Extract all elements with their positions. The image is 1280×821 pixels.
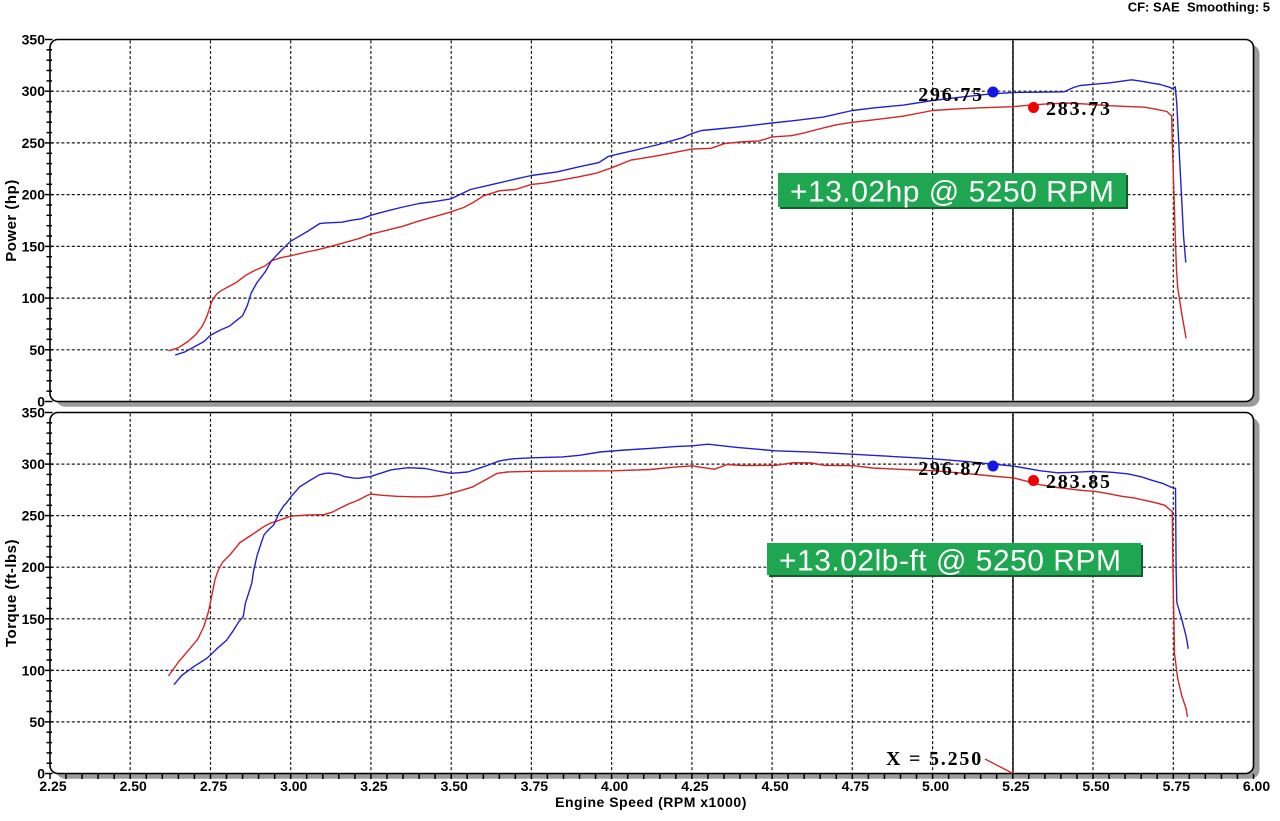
svg-text:283.73: 283.73 xyxy=(1046,98,1112,120)
svg-text:5.75: 5.75 xyxy=(1163,778,1190,794)
svg-text:0: 0 xyxy=(37,394,45,410)
svg-text:250: 250 xyxy=(22,135,46,151)
svg-text:3.75: 3.75 xyxy=(521,778,548,794)
svg-text:CF: SAE Smoothing: 5: CF: SAE Smoothing: 5 xyxy=(1128,0,1270,15)
svg-text:300: 300 xyxy=(22,83,46,99)
svg-text:4.25: 4.25 xyxy=(681,778,708,794)
svg-text:Torque (ft-lbs): Torque (ft-lbs) xyxy=(3,539,20,647)
svg-text:4.75: 4.75 xyxy=(842,778,869,794)
svg-text:100: 100 xyxy=(22,290,46,306)
svg-text:296.75: 296.75 xyxy=(918,84,984,106)
svg-text:4.00: 4.00 xyxy=(601,778,628,794)
svg-text:4.50: 4.50 xyxy=(761,778,788,794)
svg-text:5.00: 5.00 xyxy=(922,778,949,794)
svg-text:6.00: 6.00 xyxy=(1243,778,1270,794)
svg-text:350: 350 xyxy=(22,405,46,421)
svg-text:X = 5.250: X = 5.250 xyxy=(886,748,983,770)
svg-text:50: 50 xyxy=(29,342,45,358)
svg-text:3.25: 3.25 xyxy=(360,778,387,794)
svg-text:2.50: 2.50 xyxy=(120,778,147,794)
svg-text:200: 200 xyxy=(22,187,46,203)
svg-text:50: 50 xyxy=(29,714,45,730)
svg-text:5.25: 5.25 xyxy=(1002,778,1029,794)
svg-text:3.50: 3.50 xyxy=(441,778,468,794)
svg-text:200: 200 xyxy=(22,559,46,575)
svg-text:100: 100 xyxy=(22,662,46,678)
svg-text:3.00: 3.00 xyxy=(280,778,307,794)
svg-text:+13.02hp @ 5250 RPM: +13.02hp @ 5250 RPM xyxy=(790,176,1114,209)
svg-text:Power (hp): Power (hp) xyxy=(3,179,20,262)
svg-text:296.87: 296.87 xyxy=(918,458,984,480)
svg-text:5.50: 5.50 xyxy=(1082,778,1109,794)
svg-text:2.75: 2.75 xyxy=(200,778,227,794)
svg-text:0: 0 xyxy=(37,766,45,782)
svg-text:2.25: 2.25 xyxy=(39,778,66,794)
svg-text:150: 150 xyxy=(22,238,46,254)
svg-text:250: 250 xyxy=(22,508,46,524)
svg-text:350: 350 xyxy=(22,32,46,48)
svg-text:150: 150 xyxy=(22,611,46,627)
svg-text:Engine Speed (RPM x1000): Engine Speed (RPM x1000) xyxy=(555,794,747,810)
svg-text:283.85: 283.85 xyxy=(1046,471,1112,493)
svg-text:+13.02lb-ft @ 5250 RPM: +13.02lb-ft @ 5250 RPM xyxy=(779,545,1121,578)
svg-text:300: 300 xyxy=(22,456,46,472)
